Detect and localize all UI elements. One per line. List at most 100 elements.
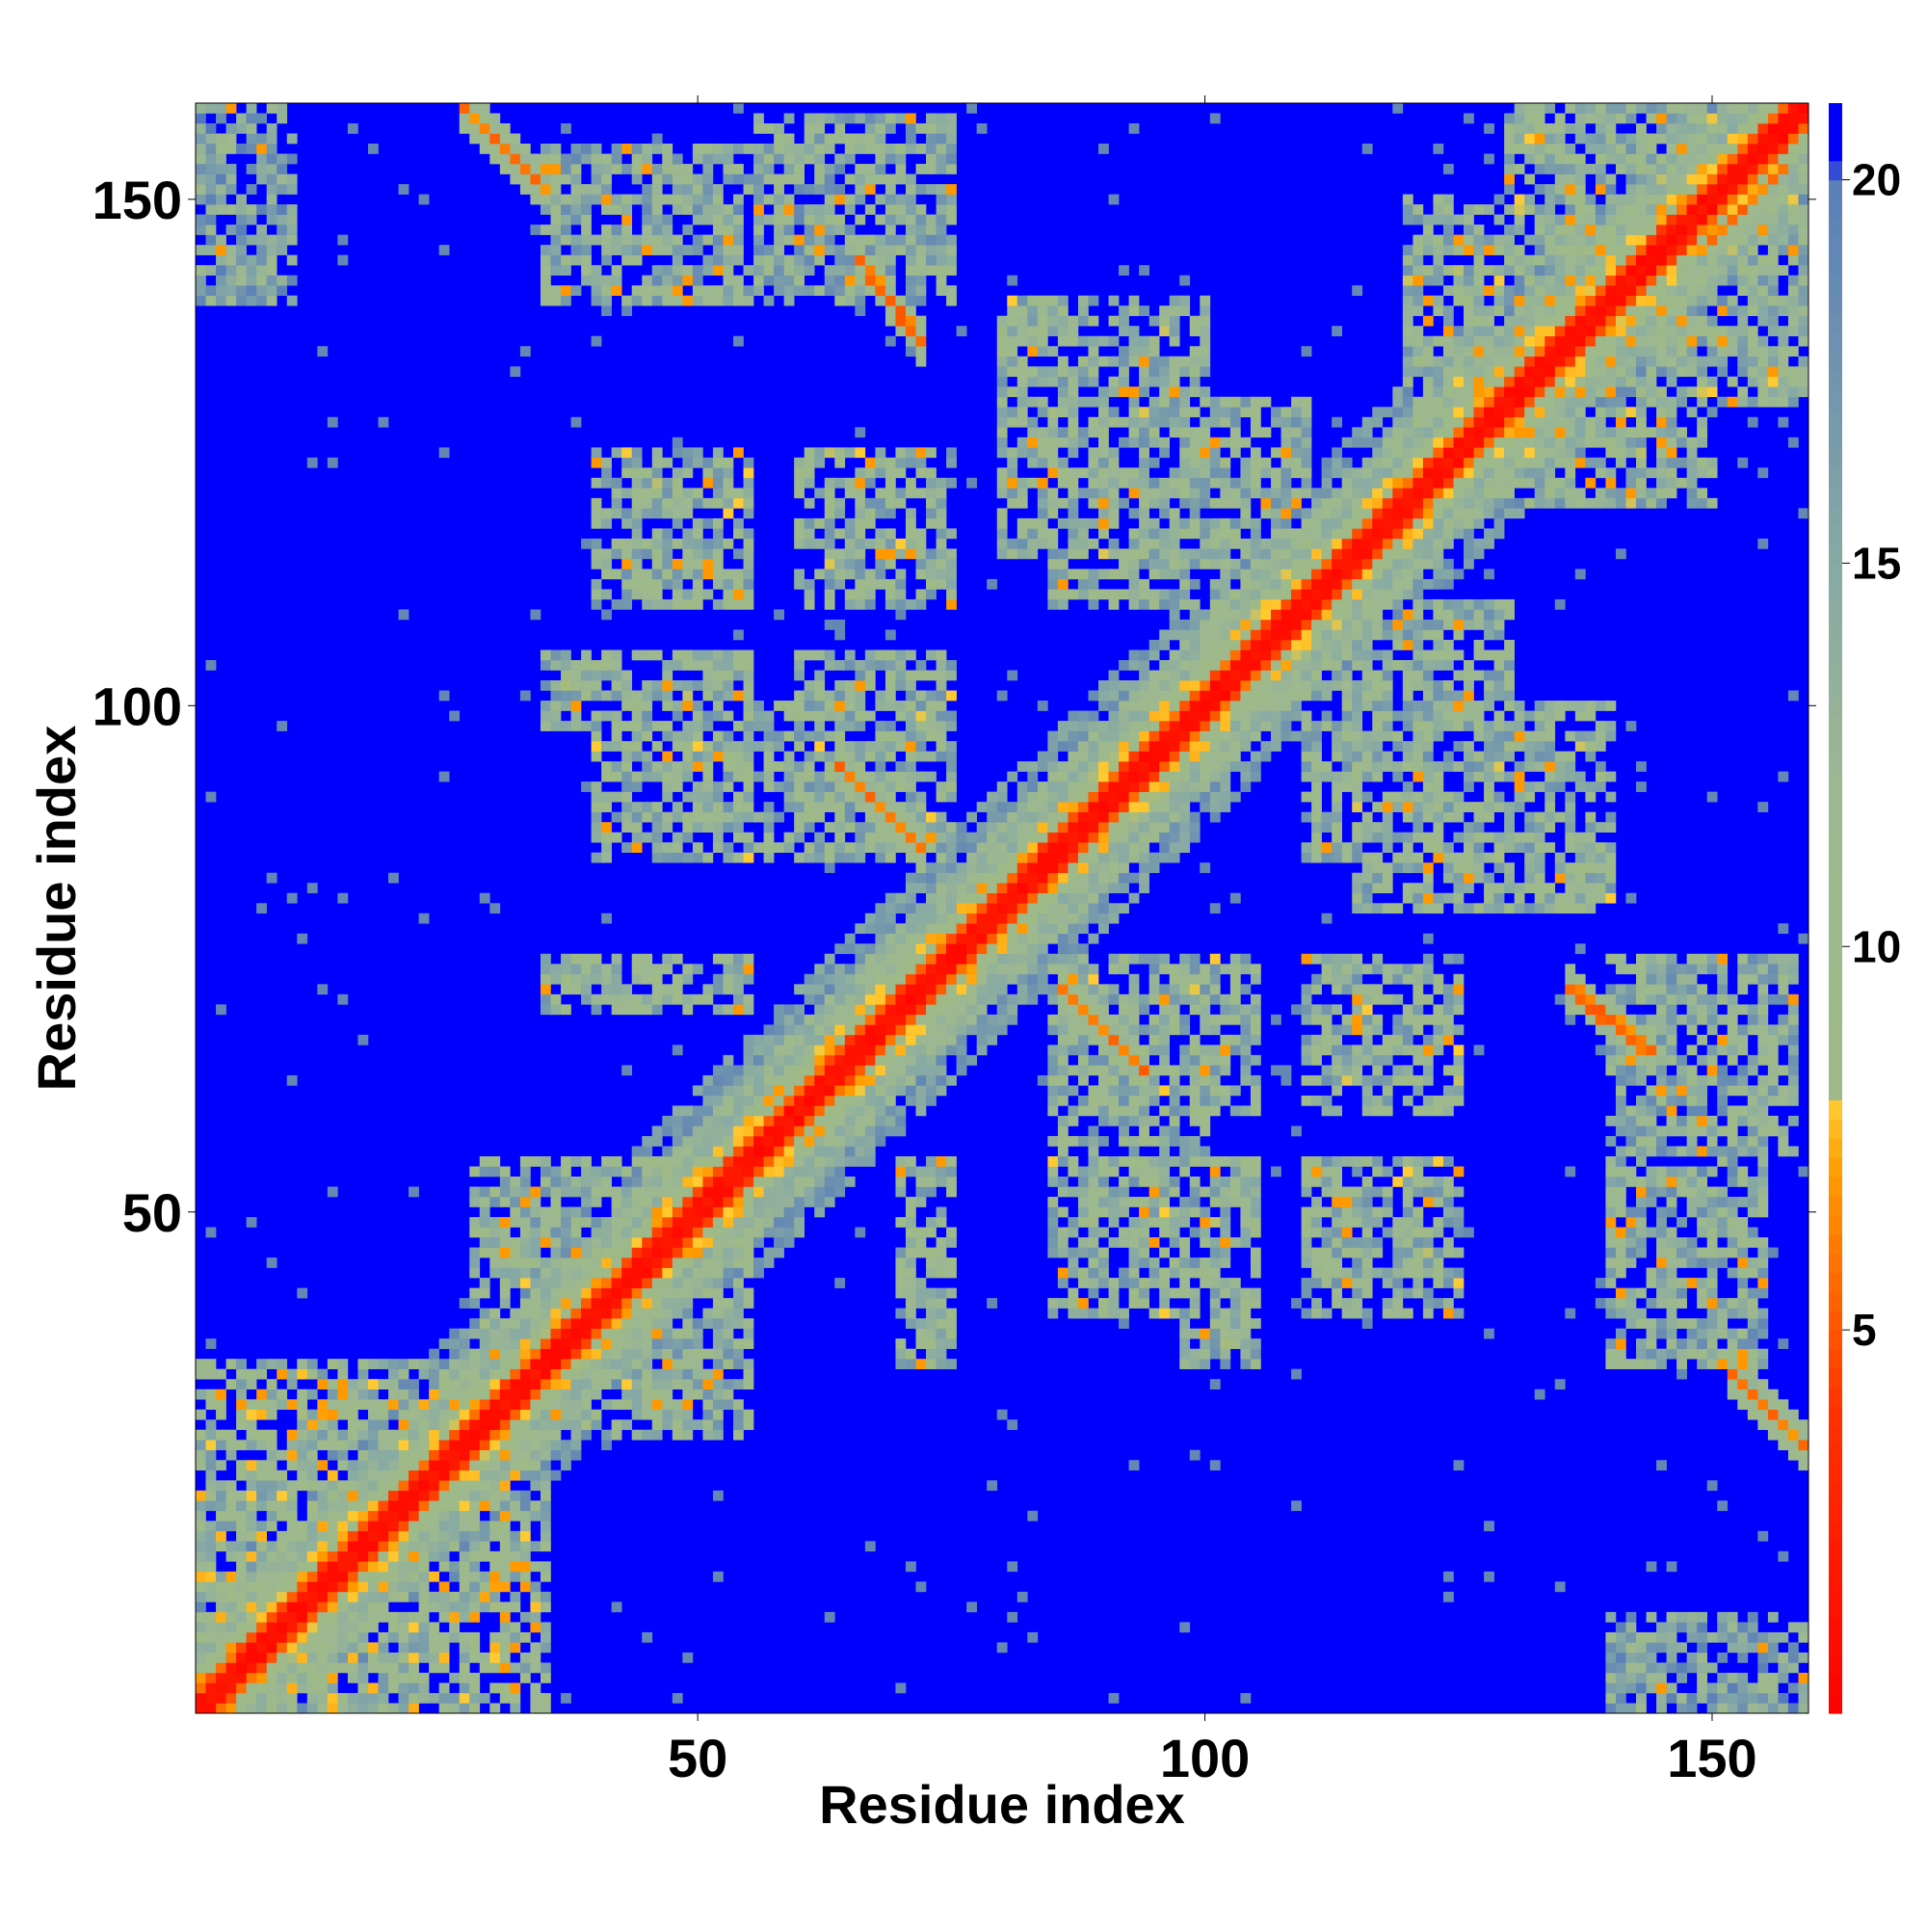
- heatmap-cell: [884, 1115, 896, 1126]
- heatmap-cell: [367, 144, 379, 154]
- heatmap-cell: [581, 680, 592, 691]
- heatmap-cell: [601, 1257, 612, 1268]
- heatmap-cell: [570, 234, 582, 246]
- heatmap-cell: [642, 721, 653, 731]
- heatmap-cell: [489, 1682, 501, 1694]
- heatmap-cell: [723, 488, 734, 499]
- heatmap-cell: [367, 1500, 379, 1512]
- heatmap-cell: [561, 1348, 571, 1360]
- heatmap-cell: [712, 204, 724, 215]
- heatmap-cell: [418, 1530, 430, 1542]
- heatmap-cell: [915, 1177, 927, 1187]
- heatmap-cell: [743, 1074, 754, 1086]
- heatmap-cell: [1088, 1166, 1099, 1178]
- heatmap-cell: [915, 1227, 927, 1238]
- heatmap-cell: [297, 1521, 308, 1532]
- heatmap-cell: [936, 1308, 947, 1319]
- heatmap-cell: [256, 1399, 267, 1411]
- heatmap-cell: [1016, 447, 1028, 459]
- heatmap-cell: [855, 1135, 866, 1147]
- heatmap-cell: [246, 1419, 257, 1431]
- heatmap-cell: [510, 366, 521, 378]
- heatmap-cell: [601, 822, 612, 833]
- heatmap-cell: [540, 173, 551, 185]
- heatmap-cell: [1027, 416, 1039, 428]
- heatmap-cell: [225, 225, 237, 235]
- heatmap-cell: [317, 1601, 329, 1613]
- heatmap-cell: [1037, 366, 1048, 378]
- heatmap-cell: [662, 477, 673, 489]
- heatmap-cell: [1077, 842, 1089, 853]
- heatmap-cell: [327, 1449, 338, 1461]
- heatmap-cell: [409, 1642, 419, 1654]
- heatmap-cell: [469, 1530, 481, 1542]
- heatmap-cell: [459, 103, 470, 114]
- heatmap-cell: [429, 1399, 439, 1411]
- heatmap-cell: [418, 913, 430, 924]
- heatmap-cell: [712, 730, 724, 742]
- heatmap-cell: [570, 1227, 582, 1238]
- heatmap-cell: [905, 295, 916, 306]
- heatmap-cell: [277, 1368, 288, 1380]
- heatmap-cell: [875, 852, 886, 863]
- heatmap-cell: [936, 1065, 947, 1076]
- heatmap-cell: [723, 1197, 734, 1207]
- heatmap-cell: [692, 234, 703, 246]
- heatmap-cell: [449, 1449, 461, 1461]
- heatmap-cell: [702, 1348, 714, 1360]
- heatmap-cell: [946, 660, 957, 671]
- heatmap-cell: [530, 1480, 541, 1492]
- heatmap-cell: [510, 1379, 521, 1389]
- heatmap-cell: [834, 285, 846, 296]
- heatmap-cell: [834, 721, 846, 731]
- heatmap-cell: [398, 1652, 409, 1663]
- heatmap-cell: [743, 1287, 754, 1299]
- heatmap-cell: [1047, 1045, 1059, 1056]
- heatmap-cell: [855, 1074, 866, 1086]
- heatmap-cell: [225, 1672, 237, 1683]
- heatmap-cell: [864, 265, 876, 276]
- heatmap-cell: [1027, 376, 1039, 387]
- heatmap-cell: [266, 295, 277, 306]
- heatmap-cell: [884, 275, 896, 286]
- heatmap-cell: [875, 791, 886, 803]
- heatmap-cell: [915, 670, 927, 681]
- heatmap-cell: [996, 964, 1008, 975]
- heatmap-cell: [1068, 589, 1079, 600]
- heatmap-cell: [225, 1703, 237, 1714]
- heatmap-cell: [692, 153, 703, 165]
- heatmap-cell: [905, 832, 916, 843]
- heatmap-cell: [409, 1591, 419, 1602]
- heatmap-cell: [1037, 842, 1048, 853]
- heatmap-cell: [1047, 407, 1059, 418]
- heatmap-cell: [733, 973, 744, 985]
- heatmap-cell: [753, 741, 764, 752]
- heatmap-cell: [804, 184, 815, 195]
- heatmap-cell: [1047, 791, 1059, 803]
- heatmap-cell: [1027, 862, 1039, 874]
- heatmap-cell: [327, 1611, 338, 1623]
- heatmap-cell: [1068, 802, 1079, 812]
- heatmap-cell: [1068, 1024, 1079, 1036]
- heatmap-cell: [286, 1550, 298, 1562]
- heatmap-cell: [266, 1652, 277, 1663]
- heatmap-cell: [804, 1014, 815, 1025]
- heatmap-cell: [895, 943, 907, 955]
- heatmap-cell: [196, 1611, 206, 1623]
- heatmap-cell: [540, 1480, 551, 1492]
- heatmap-cell: [591, 265, 602, 276]
- heatmap-cell: [1047, 1014, 1059, 1025]
- heatmap-cell: [875, 984, 886, 995]
- heatmap-cell: [1037, 396, 1048, 408]
- heatmap-cell: [824, 1186, 835, 1198]
- heatmap-cell: [591, 953, 602, 965]
- heatmap-cell: [347, 1521, 358, 1532]
- heatmap-cell: [246, 1530, 257, 1542]
- heatmap-cell: [519, 1267, 531, 1279]
- heatmap-cell: [418, 1521, 430, 1532]
- heatmap-cell: [530, 1692, 541, 1704]
- heatmap-cell: [834, 701, 846, 711]
- heatmap-cell: [479, 1359, 490, 1369]
- heatmap-cell: [1057, 1014, 1069, 1025]
- heatmap-cell: [297, 1469, 308, 1481]
